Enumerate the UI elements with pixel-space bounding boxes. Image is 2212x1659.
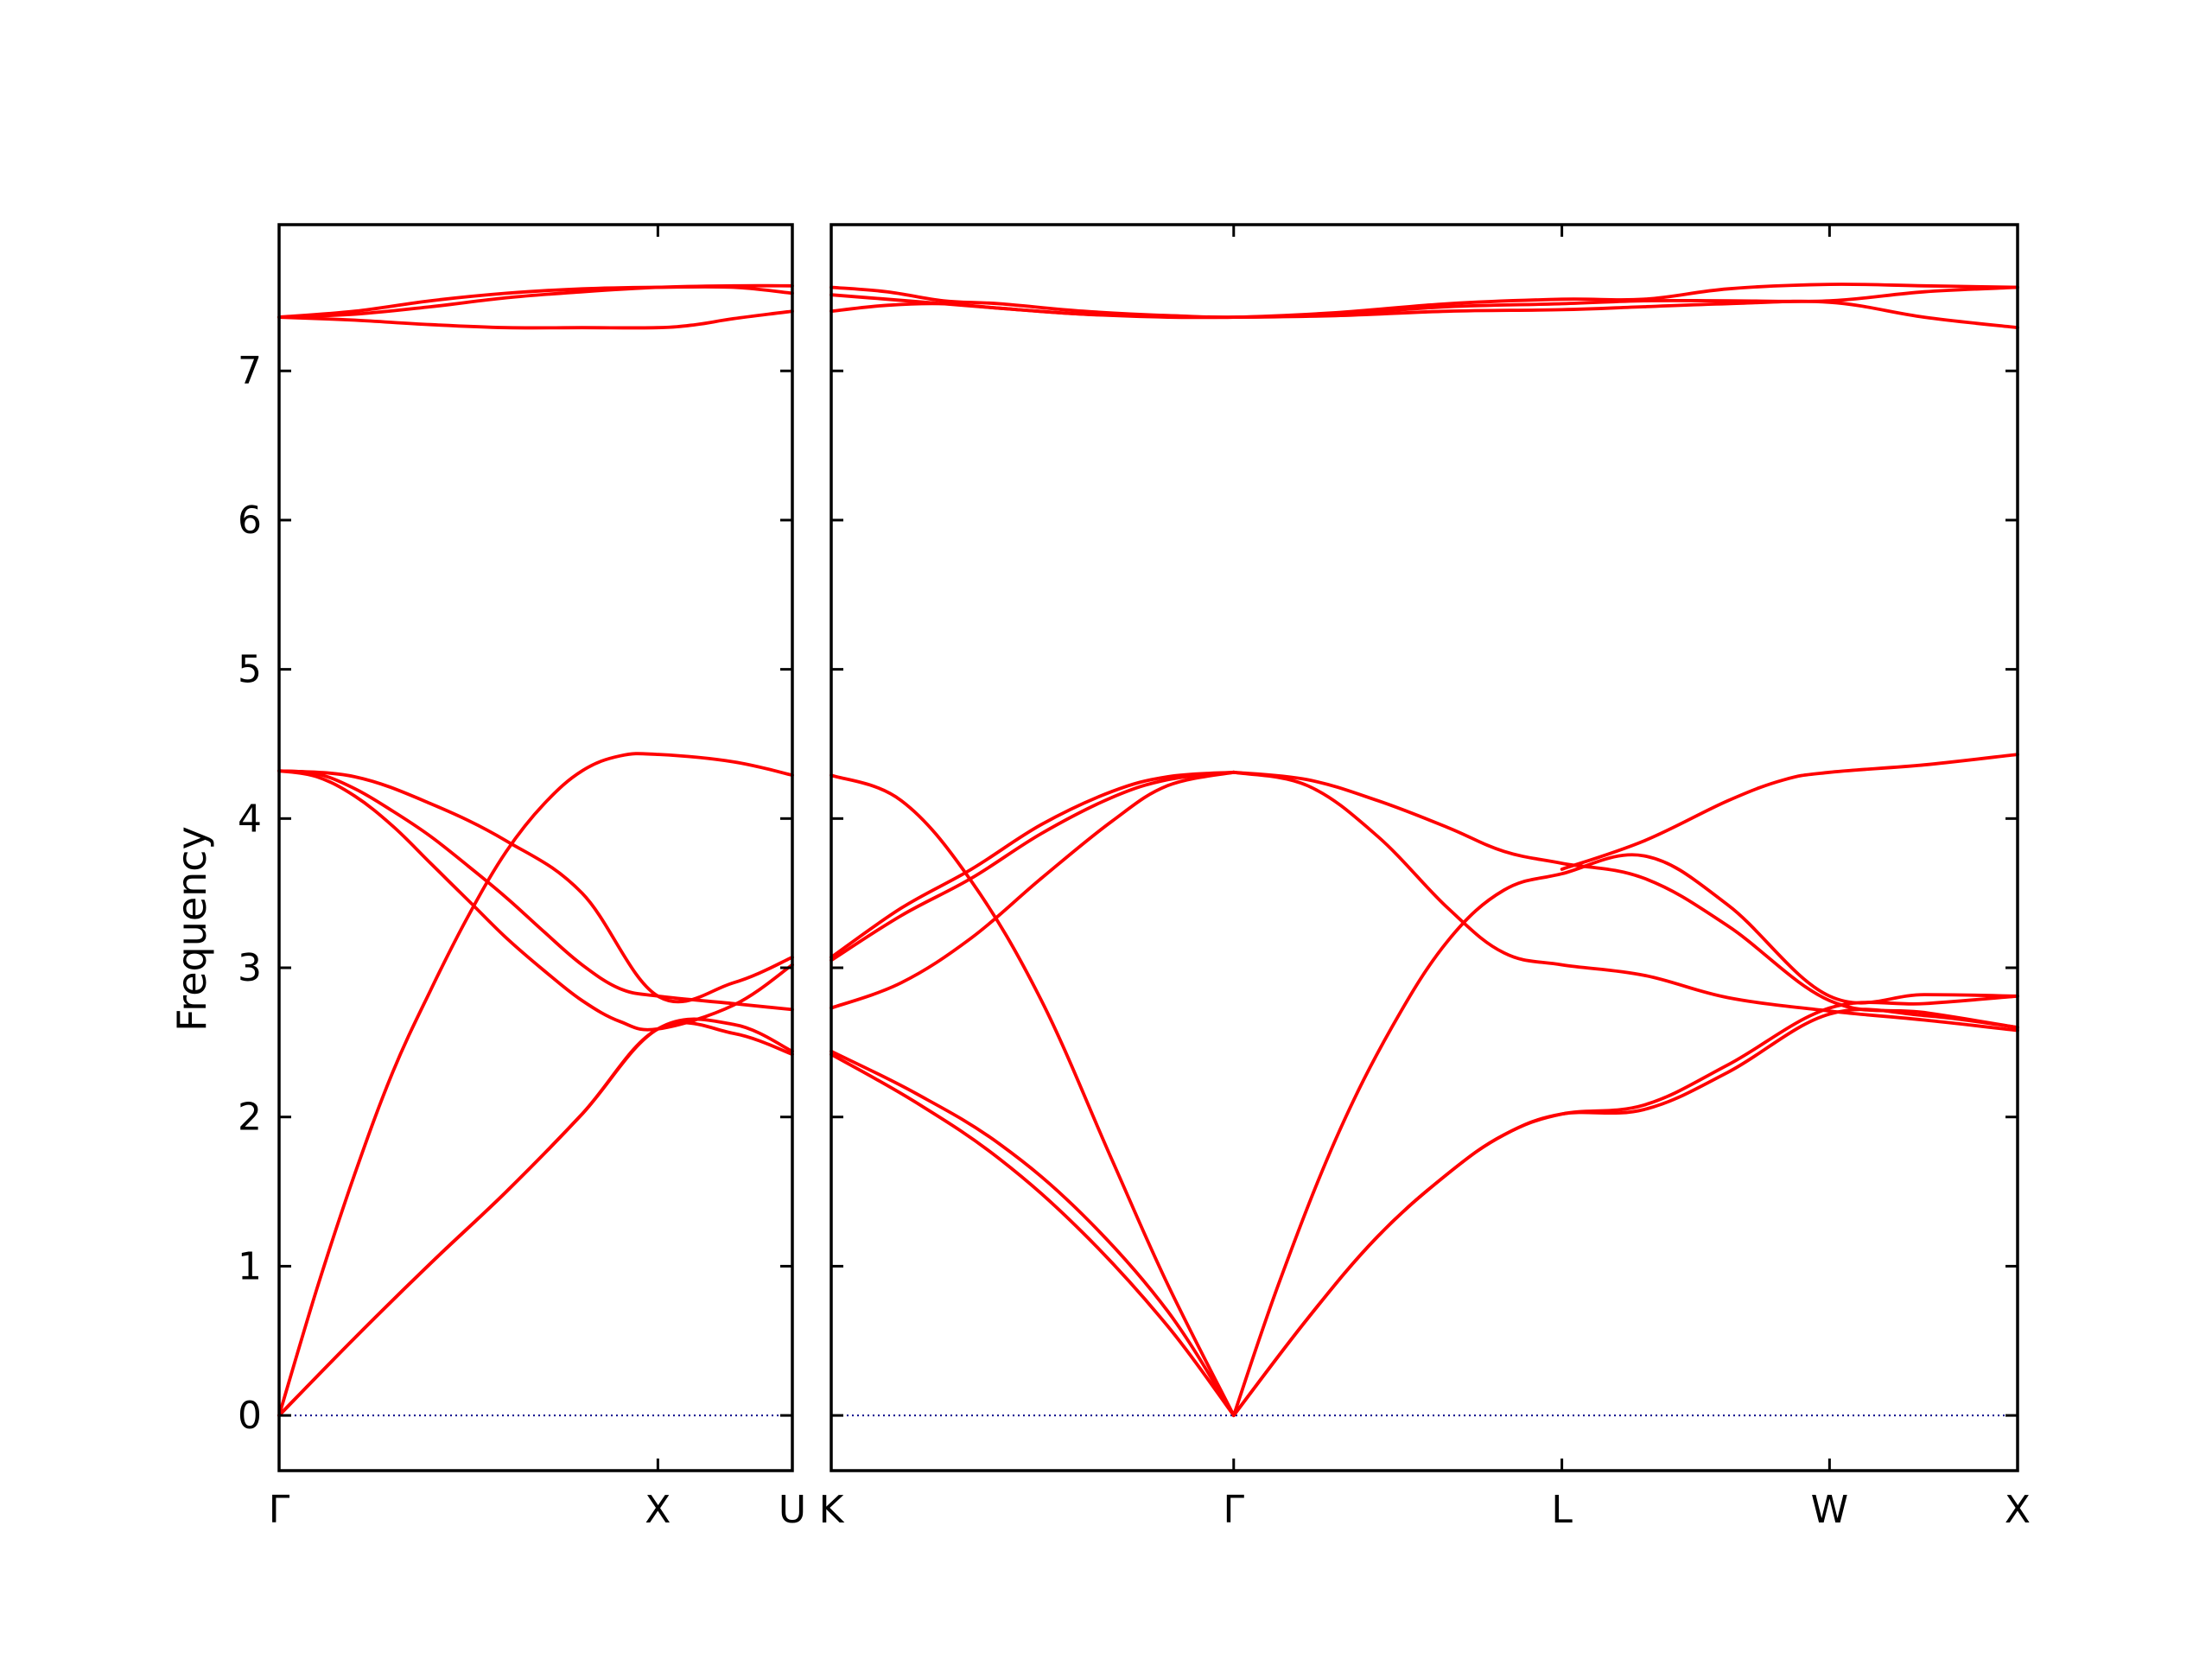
x-tick-label: L [1551,1488,1573,1532]
y-tick-label: 6 [238,499,262,543]
panel-frame [277,223,794,1472]
phonon-band-1-7 [277,309,794,330]
x-tick-label: Γ [1224,1488,1245,1532]
x-tick-label: U [779,1488,806,1532]
y-axis-title: Frequency [168,826,215,1032]
x-tick-label: K [819,1488,845,1532]
x-tick-label: X [2005,1488,2031,1532]
phonon-band-1-9 [277,283,794,319]
y-tick-label: 4 [238,797,262,841]
y-tick-label: 3 [238,946,262,990]
phonon-band-2-3 [830,773,1236,1417]
phonon-band-2-15 [830,283,2019,320]
phonon-band-2-9 [1231,853,2019,1417]
phonon-band-2-14 [830,285,2019,320]
phonon-band-1-2 [277,1017,794,1417]
phonon-band-2-8 [1231,994,2019,1417]
y-tick-label: 1 [238,1244,262,1288]
phonon-band-2-12 [1560,753,2019,871]
chart-panels: Γ X U 0 1 2 3 4 5 6 7 K Γ L W X [238,223,2031,1532]
phonon-band-2-5 [830,770,1236,963]
phonon-band-1-5 [277,769,794,1012]
panel-frame [830,223,2019,1472]
x-tick-label: Γ [269,1488,290,1532]
phonon-band-2-4 [830,770,1236,1010]
phonon-band-2-7 [1231,1007,2019,1417]
x-tick-label: X [645,1488,671,1532]
phonon-band-1-6 [277,769,794,1004]
phonon-band-2-6 [830,770,1236,959]
phonon-band-2-2 [830,1049,1236,1417]
y-tick-label: 0 [238,1394,262,1438]
phonon-band-2-1 [830,1052,1236,1417]
phonon-band-1-1 [277,1020,794,1417]
y-tick-label: 5 [238,648,262,692]
phonon-band-2-11 [1231,770,2019,1029]
phonon-band-2-10 [1231,770,2019,1033]
phonon-band-1-4 [277,769,794,1032]
y-tick-label: 2 [238,1096,262,1140]
y-tick-label: 7 [238,349,262,393]
x-tick-label: W [1811,1488,1849,1532]
phonon-band-1-3 [277,752,794,1417]
